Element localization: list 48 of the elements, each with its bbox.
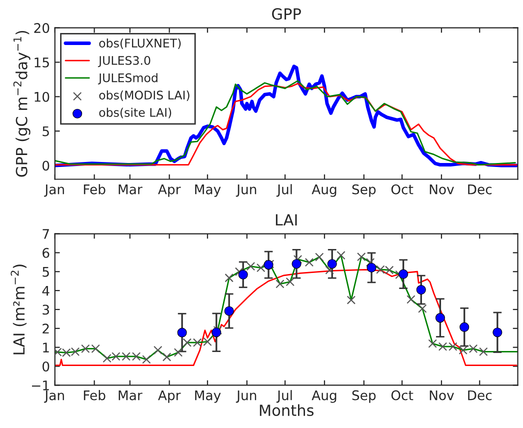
y-tick-label: 0 <box>42 361 50 372</box>
y-tick-label: 5 <box>42 267 49 277</box>
x-tick-label: May <box>195 390 221 403</box>
x-tick-label: Mar <box>118 184 142 194</box>
y-tick-label: 1 <box>43 342 49 352</box>
x-tick-label: Jan <box>44 390 64 403</box>
x-tick-label: Jul <box>276 390 292 403</box>
y-axis-title: GPP (gC m$^{−2}$day$^{−1}$) <box>13 30 30 177</box>
x-tick-label: Dec <box>468 390 492 400</box>
x-tick-label: Aug <box>312 390 336 403</box>
y-tick-label: 3 <box>42 304 49 315</box>
y-tick-label: 20 <box>34 23 50 34</box>
y-tick-label: 4 <box>42 286 50 296</box>
y-tick-label: 15 <box>34 58 49 68</box>
y-tick-label: 2 <box>42 324 49 334</box>
x-tick-label: Mar <box>118 390 142 400</box>
legend-label: obs(site LAI) <box>99 108 172 118</box>
x-tick-label: Feb <box>84 184 106 194</box>
legend-label: obs(FLUXNET) <box>99 38 181 49</box>
y-tick-label: 5 <box>42 126 49 136</box>
legend-label: JULES3.0 <box>98 56 150 68</box>
y-tick-label: −1 <box>32 380 49 390</box>
x-tick-label: Apr <box>158 390 181 403</box>
chart-title: LAI <box>276 214 297 226</box>
x-tick-label: Feb <box>84 390 106 400</box>
x-tick-label: Nov <box>430 390 454 400</box>
y-tick-label: 10 <box>34 92 50 102</box>
x-tick-label: Jul <box>276 184 292 197</box>
x-tick-label: May <box>195 184 221 197</box>
x-tick-label: Sep <box>352 390 376 403</box>
y-tick-label: 6 <box>42 248 50 258</box>
y-axis-title: LAI (m²m$^{−2}$) <box>10 264 27 354</box>
x-axis-title: Months <box>260 404 314 416</box>
x-tick-label: Jan <box>44 184 64 197</box>
x-tick-label: Nov <box>430 184 454 194</box>
x-tick-label: Sep <box>352 184 376 197</box>
chart-title: GPP <box>272 8 301 20</box>
x-tick-label: Dec <box>468 184 492 194</box>
y-tick-label: 7 <box>42 229 49 239</box>
x-tick-label: Oct <box>391 184 414 194</box>
x-tick-label: Aug <box>312 184 336 197</box>
x-tick-label: Oct <box>391 390 414 400</box>
x-tick-label: Jun <box>236 390 256 403</box>
legend-label: JULESmod <box>98 73 158 84</box>
x-tick-label: Apr <box>158 184 181 197</box>
x-tick-label: Jun <box>236 184 256 197</box>
legend-label: obs(MODIS LAI) <box>99 90 190 101</box>
y-tick-label: 0 <box>42 160 50 171</box>
